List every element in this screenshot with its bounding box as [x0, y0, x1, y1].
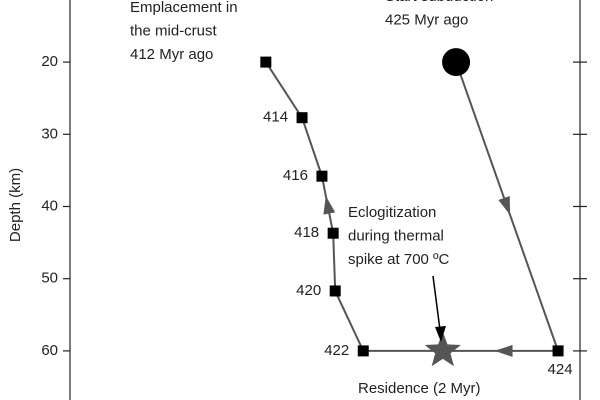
y-axis-label: Depth (km)	[7, 168, 24, 242]
y-tick-label: 50	[41, 270, 58, 287]
annotation: 412 Myr ago	[130, 46, 213, 63]
y-tick-label: 20	[41, 53, 58, 70]
age-marker	[552, 345, 564, 357]
annotation: Residence (2 Myr)	[358, 380, 481, 397]
y-tick-label: 30	[41, 125, 58, 142]
age-label: 422	[324, 342, 349, 359]
age-label: 416	[283, 167, 308, 184]
plot-frame	[69, 0, 581, 400]
annotation: spike at 700 ºC	[348, 251, 450, 268]
annotation-arrowhead	[435, 326, 446, 342]
age-label: 418	[294, 224, 319, 241]
age-marker	[329, 285, 341, 297]
annotation: Eclogitization	[348, 204, 436, 221]
direction-arrow	[498, 196, 511, 215]
age-marker	[296, 112, 308, 124]
age-label: 424	[548, 361, 573, 378]
age-label: 420	[296, 282, 321, 299]
age-marker	[357, 345, 369, 357]
age-marker	[260, 56, 272, 68]
annotation: Start subduction	[385, 0, 493, 5]
annotation: Emplacement in	[130, 0, 238, 16]
annotation: 425 Myr ago	[385, 11, 468, 28]
annotation: during thermal	[348, 227, 444, 244]
age-marker	[327, 227, 339, 239]
direction-arrow	[494, 344, 513, 357]
start-marker	[442, 48, 471, 77]
pt-path	[265, 61, 560, 352]
y-tick-label: 60	[41, 342, 58, 359]
star-marker	[424, 331, 461, 367]
annotation-arrow	[432, 275, 441, 331]
age-marker	[316, 170, 328, 182]
y-tick-label: 40	[41, 197, 58, 214]
annotation: the mid-crust	[130, 22, 218, 39]
age-label: 414	[263, 109, 288, 126]
direction-arrow	[323, 195, 336, 215]
